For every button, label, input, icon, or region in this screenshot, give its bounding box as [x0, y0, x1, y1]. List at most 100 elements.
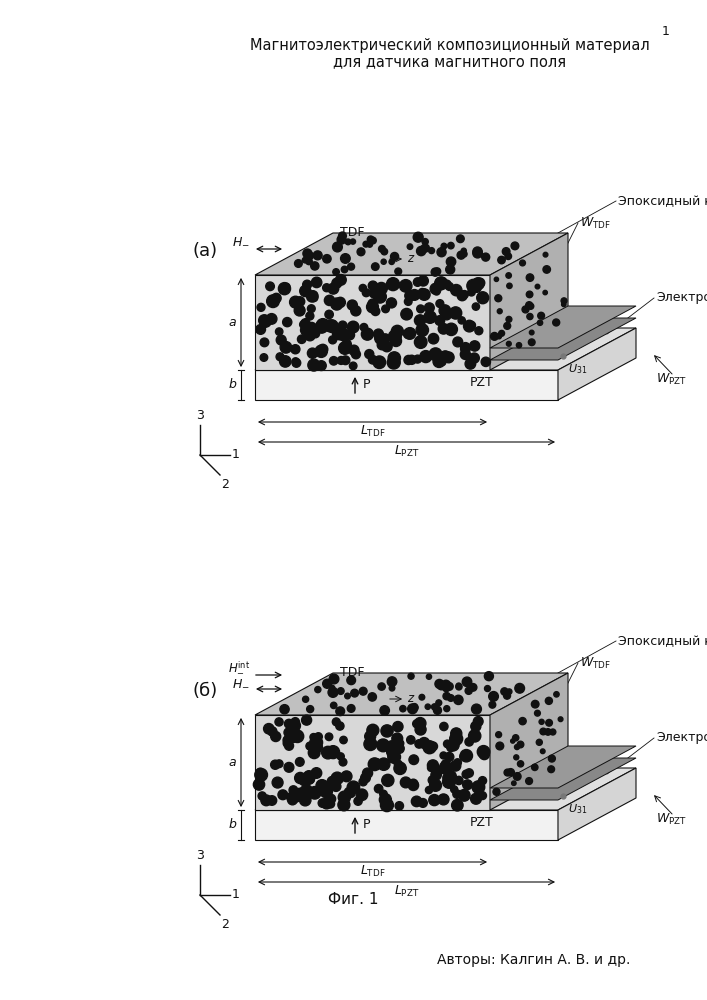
Circle shape [255, 768, 267, 781]
Circle shape [300, 786, 310, 796]
Circle shape [279, 356, 291, 367]
Circle shape [321, 798, 332, 809]
Circle shape [296, 297, 305, 306]
Circle shape [380, 706, 390, 715]
Circle shape [424, 311, 436, 323]
Circle shape [386, 741, 397, 752]
Circle shape [504, 769, 511, 776]
Circle shape [370, 289, 378, 298]
Circle shape [294, 788, 305, 799]
Circle shape [331, 702, 337, 709]
Text: $L_{\rm TDF}$: $L_{\rm TDF}$ [360, 864, 385, 879]
Circle shape [356, 789, 368, 801]
Circle shape [408, 673, 414, 679]
Text: a: a [228, 756, 236, 769]
Circle shape [548, 766, 554, 773]
Circle shape [418, 247, 424, 253]
Circle shape [443, 773, 453, 783]
Circle shape [526, 302, 532, 309]
Circle shape [426, 786, 433, 794]
Circle shape [475, 278, 485, 288]
Circle shape [299, 774, 311, 786]
Circle shape [469, 322, 476, 329]
Circle shape [497, 309, 502, 314]
Circle shape [535, 284, 539, 289]
Circle shape [261, 795, 271, 806]
Circle shape [341, 356, 350, 365]
Circle shape [467, 288, 475, 296]
Text: $U_{31}$: $U_{31}$ [568, 802, 588, 816]
Polygon shape [490, 746, 636, 788]
Circle shape [387, 278, 399, 291]
Circle shape [339, 342, 351, 354]
Circle shape [368, 355, 377, 364]
Circle shape [440, 722, 448, 731]
Circle shape [473, 247, 482, 256]
Circle shape [367, 236, 374, 243]
Circle shape [507, 769, 515, 776]
Circle shape [311, 768, 322, 778]
Circle shape [441, 680, 450, 690]
Circle shape [267, 295, 279, 308]
Circle shape [389, 259, 395, 264]
Circle shape [258, 792, 267, 800]
Circle shape [428, 795, 440, 806]
Circle shape [289, 786, 298, 794]
Circle shape [540, 749, 545, 754]
Circle shape [390, 335, 402, 346]
Circle shape [360, 323, 368, 331]
Circle shape [409, 290, 420, 300]
Circle shape [496, 742, 503, 750]
Text: Магнитоэлектрический композиционный материал: Магнитоэлектрический композиционный мате… [250, 38, 650, 53]
Circle shape [308, 291, 318, 301]
Circle shape [491, 332, 498, 340]
Circle shape [337, 357, 345, 364]
Circle shape [378, 245, 385, 252]
Text: Фиг. 1: Фиг. 1 [328, 892, 378, 908]
Circle shape [276, 335, 286, 345]
Text: для датчика магнитного поля: для датчика магнитного поля [334, 54, 566, 69]
Circle shape [284, 739, 291, 747]
Circle shape [537, 320, 543, 325]
Circle shape [428, 248, 435, 254]
Circle shape [433, 288, 440, 295]
Circle shape [435, 316, 445, 325]
Circle shape [467, 279, 479, 292]
Circle shape [291, 730, 304, 743]
Circle shape [543, 252, 548, 257]
Circle shape [331, 772, 344, 784]
Circle shape [433, 355, 445, 367]
Circle shape [450, 284, 462, 296]
Circle shape [300, 321, 308, 328]
Circle shape [407, 244, 413, 249]
Circle shape [471, 793, 481, 804]
Circle shape [452, 728, 460, 736]
Circle shape [408, 780, 419, 791]
Circle shape [419, 738, 430, 748]
Circle shape [457, 251, 465, 259]
Circle shape [515, 683, 525, 693]
Circle shape [328, 283, 339, 294]
Circle shape [481, 253, 490, 261]
Circle shape [302, 772, 315, 784]
Circle shape [395, 744, 404, 753]
Circle shape [325, 781, 334, 789]
Circle shape [472, 781, 485, 793]
Circle shape [381, 259, 386, 264]
Circle shape [447, 744, 455, 752]
Circle shape [368, 281, 378, 290]
Circle shape [308, 747, 320, 759]
Circle shape [498, 330, 505, 336]
Circle shape [325, 310, 333, 319]
Circle shape [435, 679, 444, 688]
Circle shape [424, 303, 434, 313]
Circle shape [540, 728, 547, 735]
Circle shape [412, 705, 418, 711]
Circle shape [388, 352, 400, 364]
Circle shape [443, 280, 451, 288]
Circle shape [308, 348, 317, 358]
Circle shape [257, 303, 265, 311]
Circle shape [300, 285, 311, 297]
Circle shape [283, 283, 290, 290]
Circle shape [461, 248, 467, 253]
